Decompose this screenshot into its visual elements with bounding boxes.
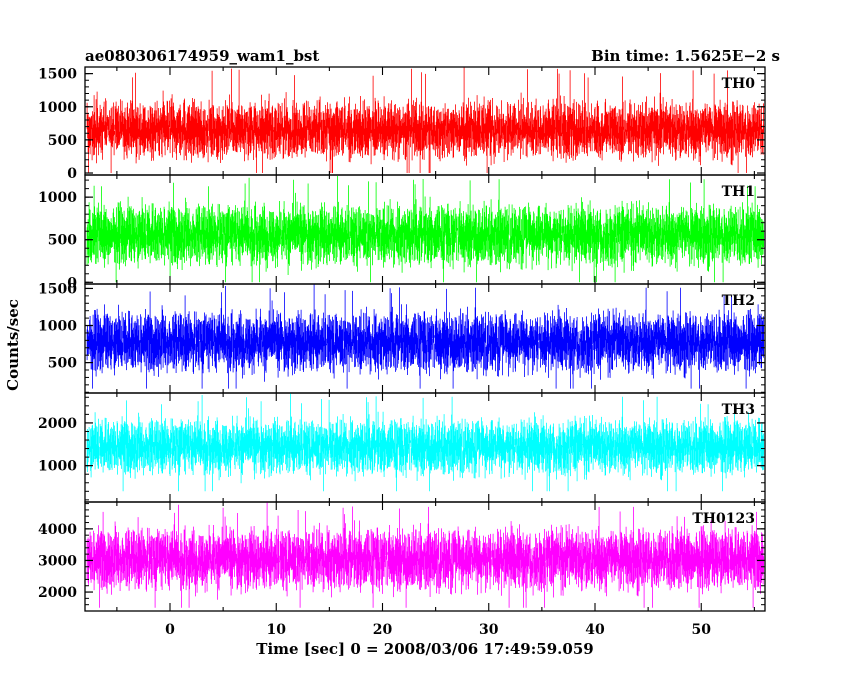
panel-th0123: 2000 3000 4000 TH0123 [38, 501, 766, 612]
x-axis: 0 10 20 30 40 50 [165, 622, 711, 638]
y-tick-label: 1000 [38, 190, 77, 206]
series-th0 [86, 67, 764, 173]
panel-label: TH1 [722, 184, 755, 200]
y-tick-label: 500 [48, 356, 77, 372]
y-axis-label: Counts/sec [4, 299, 22, 391]
panel-label: TH0 [722, 76, 756, 92]
panel-label: TH2 [722, 293, 755, 309]
panel-th0: 0 500 1000 1500 TH0 [38, 66, 766, 182]
y-tick-label: 1000 [38, 319, 77, 335]
panels-group: 0 500 1000 1500 TH0 0 500 1000 TH1 500 1000 1500 TH2… [38, 66, 766, 612]
panel-label: TH0123 [692, 511, 755, 527]
x-axis-label: Time [sec] 0 = 2008/03/06 17:49:59.059 [256, 640, 593, 658]
y-tick-label: 2000 [38, 416, 77, 432]
y-tick-label: 1500 [38, 67, 77, 83]
series-th1 [86, 176, 764, 283]
series-th0123 [86, 502, 764, 608]
observation-title: ae080306174959_wam1_bst [85, 47, 319, 65]
y-tick-label: 0 [67, 166, 77, 182]
x-tick-label: 10 [267, 622, 287, 638]
x-tick-label: 30 [479, 622, 499, 638]
y-tick-label: 3000 [38, 553, 77, 569]
x-tick-label: 0 [165, 622, 175, 638]
panel-th2: 500 1000 1500 TH2 [38, 281, 766, 394]
y-tick-label: 0 [67, 275, 77, 291]
y-tick-label: 4000 [38, 522, 77, 538]
series-th3 [86, 393, 764, 492]
series-th2 [86, 284, 764, 389]
x-tick-label: 40 [585, 622, 605, 638]
bin-time-label: Bin time: 1.5625E−2 s [591, 47, 780, 65]
y-tick-label: 1000 [38, 459, 77, 475]
y-tick-label: 500 [48, 133, 77, 149]
panel-label: TH3 [722, 402, 755, 418]
x-tick-label: 20 [373, 622, 393, 638]
panel-frame [84, 501, 766, 612]
panel-th3: 1000 2000 TH3 [38, 392, 766, 503]
y-tick-label: 1500 [38, 281, 77, 297]
y-tick-label: 2000 [38, 585, 77, 601]
y-tick-label: 500 [48, 233, 77, 249]
panel-th1: 0 500 1000 TH1 [38, 174, 766, 291]
x-tick-label: 50 [692, 622, 712, 638]
y-tick-label: 1000 [38, 100, 77, 116]
